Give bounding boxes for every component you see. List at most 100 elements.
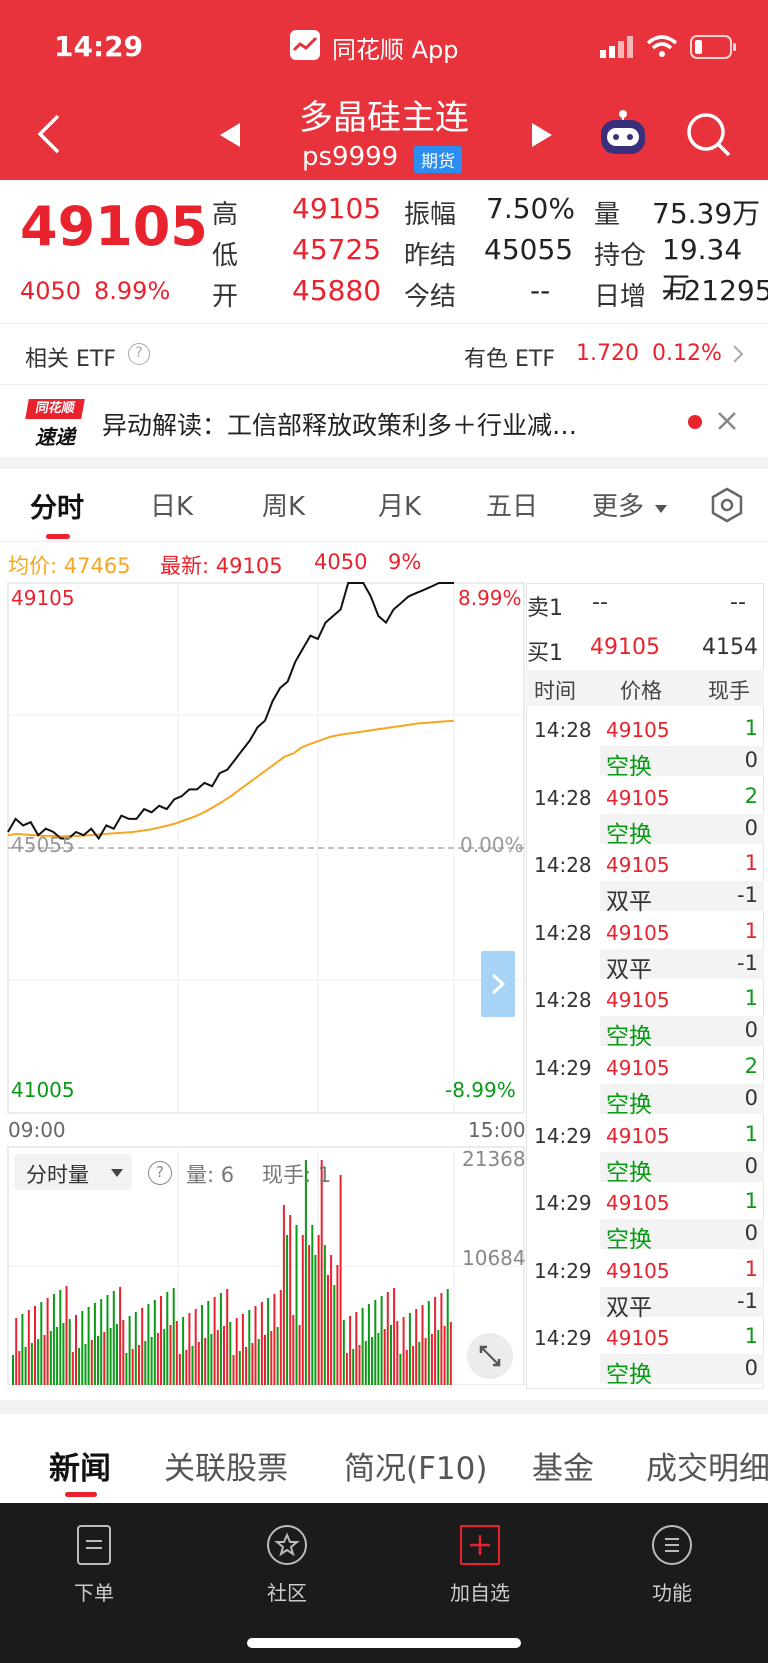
tab-five-day[interactable]: 五日: [486, 492, 539, 522]
volume-bar: [30, 1343, 33, 1385]
etf-name: 有色 ETF: [464, 347, 555, 372]
tape-open-type: 空换: [606, 821, 652, 848]
volume-bar: [144, 1341, 147, 1385]
volume-bar: [336, 1265, 339, 1385]
tape-time: 14:28: [534, 853, 592, 878]
tape-open-type: 空换: [606, 1159, 652, 1186]
volume-bar: [295, 1225, 298, 1385]
tape-oi-change: 0: [744, 1153, 758, 1178]
price-line: [7, 582, 454, 841]
latest-pct: 9%: [388, 550, 422, 574]
chart-settings-icon[interactable]: [708, 486, 746, 528]
close-icon[interactable]: [717, 411, 737, 435]
volume-bar: [339, 1175, 342, 1385]
nav-order[interactable]: 下单: [34, 1525, 154, 1606]
avg-price-line: [7, 719, 455, 838]
volume-bar: [219, 1293, 222, 1385]
volume-bar: [421, 1305, 424, 1385]
high-label: 高: [212, 200, 239, 230]
volume-bar: [147, 1304, 150, 1385]
nav-add-watchlist[interactable]: 加自选: [420, 1525, 540, 1606]
nav-functions[interactable]: 功能: [612, 1525, 732, 1606]
intraday-chart[interactable]: [0, 575, 526, 1385]
tab-fund[interactable]: 基金: [532, 1451, 594, 1487]
volume-bar: [254, 1306, 257, 1385]
active-tab-indicator: [46, 534, 70, 539]
tape-volume: 1: [744, 851, 758, 876]
help-icon[interactable]: ?: [148, 1161, 172, 1185]
tab-news[interactable]: 新闻: [49, 1451, 111, 1487]
tape-volume: 1: [744, 1256, 758, 1281]
volume-bar: [229, 1322, 232, 1385]
nav-label: 下单: [74, 1581, 114, 1605]
tab-related-stocks[interactable]: 关联股票: [164, 1451, 288, 1487]
next-contract-button[interactable]: [530, 122, 554, 152]
tab-f10[interactable]: 简况(F10): [344, 1451, 488, 1487]
tab-more[interactable]: 更多: [592, 492, 645, 522]
search-icon[interactable]: [686, 112, 732, 162]
volume-bar: [383, 1329, 386, 1385]
volume-bar: [308, 1245, 311, 1385]
volume-bar: [65, 1286, 68, 1385]
fullscreen-button[interactable]: [467, 1333, 513, 1379]
tape-row: 14:28 49105 1 空换 0: [526, 712, 764, 780]
volume-bar: [27, 1310, 30, 1385]
expand-chart-button[interactable]: [481, 951, 515, 1017]
help-icon[interactable]: ?: [128, 343, 150, 365]
signal-icon: [600, 36, 636, 62]
home-indicator: [247, 1638, 521, 1648]
tape-volume: 1: [744, 918, 758, 943]
volume-bar: [393, 1288, 396, 1385]
volume-bar: [330, 1255, 333, 1385]
app-header: 14:29 同花顺 App 多晶硅主连 ps9999 期货: [0, 0, 768, 180]
tape-open-type: 空换: [606, 754, 652, 780]
related-etf-row[interactable]: 相关 ETF ? 有色 ETF 1.720 0.12%: [0, 324, 768, 384]
volume-bar: [402, 1317, 405, 1385]
volume-bar: [71, 1352, 74, 1385]
tab-monthly-k[interactable]: 月K: [378, 492, 422, 522]
volume-bar: [367, 1304, 370, 1385]
volume-bar: [449, 1322, 452, 1385]
back-button[interactable]: [34, 112, 62, 160]
volume-bar: [153, 1300, 156, 1385]
tape-volume: 1: [744, 716, 758, 740]
amplitude-value: 7.50%: [486, 192, 575, 225]
volume-type-dropdown[interactable]: 分时量: [14, 1154, 132, 1190]
chevron-down-icon: [654, 499, 668, 518]
nav-label: 功能: [652, 1581, 692, 1605]
volume-bar: [273, 1294, 276, 1385]
y-mid-label: 45055: [11, 833, 75, 857]
wifi-icon: [646, 34, 678, 62]
volume-bar: [314, 1255, 317, 1385]
sell1-volume: --: [730, 590, 746, 615]
nav-community[interactable]: 社区: [227, 1525, 347, 1606]
robot-assistant-icon[interactable]: [598, 106, 648, 160]
tape-open-type-row: 空换 0: [600, 1016, 764, 1050]
tape-open-type-row: 空换 0: [600, 1219, 764, 1253]
volume-bar: [175, 1321, 178, 1385]
y-max-label: 49105: [11, 586, 75, 610]
volume-bar: [226, 1289, 229, 1385]
tab-daily-k[interactable]: 日K: [150, 492, 194, 522]
tape-volume: 1: [744, 1324, 758, 1349]
volume-bar: [399, 1354, 402, 1385]
volume-bar: [380, 1296, 383, 1385]
tape-price: 49105: [606, 920, 670, 945]
volume-bar: [349, 1316, 352, 1385]
volume-bar: [323, 1245, 326, 1385]
tab-trade-details[interactable]: 成交明细: [646, 1451, 768, 1487]
volume-bar: [210, 1334, 213, 1385]
volume-bar: [191, 1346, 194, 1385]
tape-volume: 2: [744, 1054, 758, 1078]
buy1-volume: 4154: [702, 635, 758, 660]
tape-price: 49105: [606, 785, 670, 810]
prev-contract-button[interactable]: [218, 122, 242, 152]
low-label: 低: [212, 241, 239, 271]
section-gap: [0, 1400, 768, 1414]
volume-bar: [131, 1349, 134, 1385]
tab-weekly-k[interactable]: 周K: [262, 492, 306, 522]
news-flash-row[interactable]: 同花顺 速递 异动解读：工信部释放政策利多＋行业减…: [0, 385, 768, 457]
tab-intraday[interactable]: 分时: [30, 493, 84, 524]
tape-row: 14:28 49105 1 空换 0: [526, 982, 764, 1050]
volume-bar: [75, 1315, 77, 1385]
